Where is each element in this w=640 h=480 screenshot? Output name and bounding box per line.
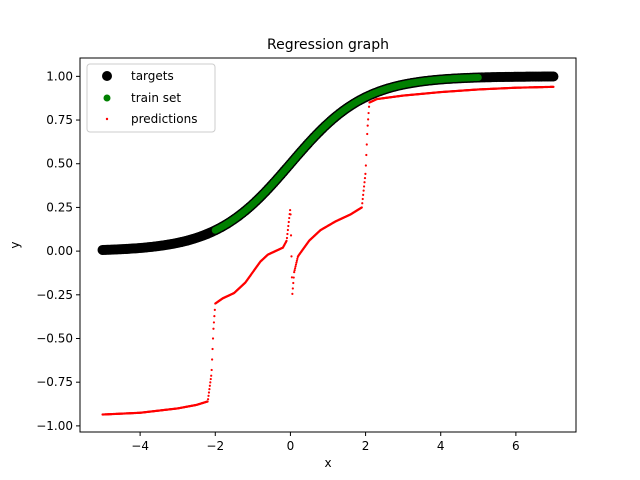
- prediction-point: [288, 216, 291, 220]
- prediction-point: [362, 185, 366, 188]
- prediction-point: [285, 236, 289, 240]
- prediction-point: [367, 111, 370, 115]
- target-point: [548, 71, 559, 82]
- prediction-point: [362, 189, 365, 192]
- prediction-point: [209, 377, 212, 381]
- prediction-point: [367, 118, 370, 121]
- legend-marker-targets: [102, 71, 112, 81]
- prediction-point: [290, 276, 294, 279]
- x-tick-label: 0: [287, 439, 295, 453]
- y-tick-label: −0.75: [36, 375, 73, 389]
- prediction-point: [365, 143, 368, 146]
- prediction-point: [291, 292, 294, 295]
- legend-label-train-set: train set: [131, 91, 181, 105]
- prediction-point: [286, 232, 289, 236]
- prediction-point: [286, 228, 289, 232]
- legend-box: [86, 63, 216, 133]
- prediction-point: [210, 374, 213, 377]
- y-tick-label: 0.50: [46, 157, 73, 171]
- prediction-point: [213, 315, 216, 318]
- y-tick-label: 0.25: [46, 200, 73, 214]
- series-layer: [97, 71, 559, 416]
- prediction-point: [287, 220, 290, 224]
- prediction-point: [366, 132, 369, 136]
- legend-marker-train-set: [103, 94, 111, 102]
- prediction-point: [552, 85, 555, 88]
- prediction-point: [206, 400, 209, 403]
- x-tick-label: 2: [362, 439, 370, 453]
- prediction-point: [285, 239, 288, 243]
- y-axis-label: y: [8, 241, 22, 248]
- prediction-point: [361, 197, 364, 201]
- prediction-point: [293, 270, 296, 274]
- prediction-point: [212, 327, 215, 330]
- prediction-point: [212, 321, 216, 324]
- chart-title: Regression graph: [267, 37, 389, 53]
- y-tick-label: 0.75: [46, 113, 73, 127]
- prediction-point: [290, 255, 293, 258]
- prediction-point: [363, 181, 366, 184]
- prediction-point: [294, 265, 297, 268]
- prediction-point: [295, 259, 298, 262]
- prediction-point: [293, 269, 296, 272]
- prediction-point: [294, 263, 298, 266]
- prediction-point: [362, 193, 365, 196]
- prediction-point: [208, 388, 211, 391]
- x-axis-label: x: [324, 456, 331, 470]
- prediction-point: [364, 164, 367, 167]
- prediction-point: [293, 267, 297, 270]
- prediction-point: [211, 358, 214, 361]
- y-tick-label: 1.00: [46, 69, 73, 83]
- prediction-point: [289, 213, 292, 216]
- prediction-point: [211, 337, 215, 340]
- x-tick-label: 6: [512, 439, 520, 453]
- prediction-point: [207, 391, 211, 394]
- legend: targets train set predictions: [86, 63, 216, 133]
- prediction-point: [292, 281, 295, 285]
- prediction-point: [213, 308, 216, 311]
- prediction-point: [208, 384, 211, 387]
- prediction-point: [360, 206, 363, 209]
- legend-marker-predictions: [105, 117, 109, 121]
- prediction-point: [366, 124, 369, 127]
- x-tick-label: −2: [206, 439, 224, 453]
- x-tick-label: 4: [437, 439, 445, 453]
- prediction-point: [289, 208, 292, 212]
- prediction-point: [289, 234, 293, 237]
- prediction-point: [207, 394, 210, 397]
- prediction-point: [292, 276, 295, 279]
- legend-label-targets: targets: [131, 69, 174, 83]
- y-tick-label: −0.50: [36, 332, 73, 346]
- x-axis: −4 −2 0 2 4 6: [131, 432, 520, 453]
- prediction-point: [287, 224, 290, 228]
- y-tick-label: −1.00: [36, 419, 73, 433]
- prediction-point: [210, 368, 213, 372]
- y-tick-label: −0.25: [36, 288, 73, 302]
- prediction-point: [206, 398, 210, 401]
- series-predictions: [101, 85, 555, 416]
- prediction-point: [367, 105, 371, 108]
- y-tick-label: 0.00: [46, 244, 73, 258]
- plot-frame: [79, 57, 577, 433]
- prediction-point: [291, 287, 294, 290]
- legend-label-predictions: predictions: [131, 112, 197, 126]
- prediction-point: [361, 202, 364, 205]
- prediction-point: [364, 172, 367, 175]
- prediction-point: [211, 347, 214, 351]
- series-train-set: [211, 74, 482, 234]
- prediction-point: [209, 381, 212, 384]
- prediction-point: [296, 257, 299, 260]
- prediction-point: [365, 153, 368, 157]
- prediction-point: [295, 261, 298, 264]
- prediction-point: [363, 176, 367, 180]
- y-axis: −1.00 −0.75 −0.50 −0.25 0.00 0.25 0.50 0.75 1.00: [36, 69, 80, 433]
- train-point: [474, 74, 482, 82]
- x-tick-label: −4: [131, 439, 149, 453]
